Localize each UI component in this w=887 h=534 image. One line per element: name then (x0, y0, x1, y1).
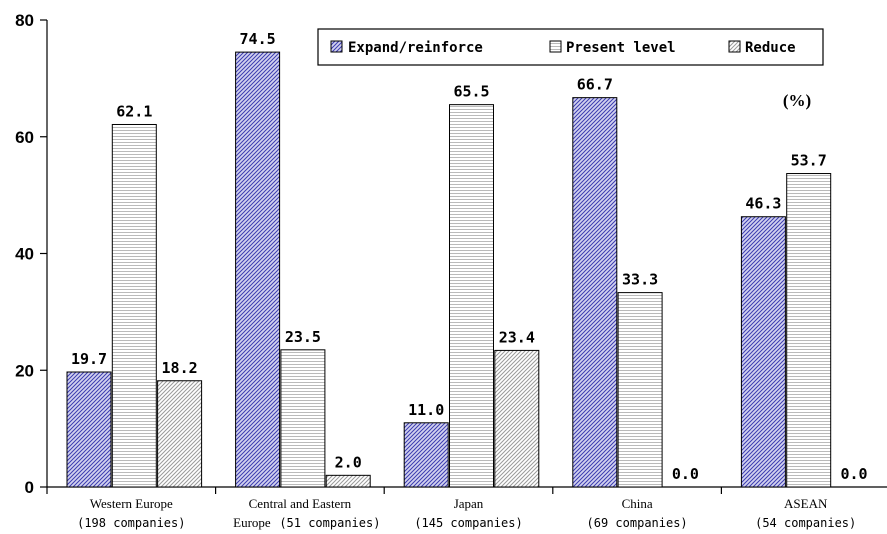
bar-expand (740, 216, 786, 488)
bar-present (617, 292, 663, 488)
data-label-expand: 74.5 (240, 30, 276, 48)
data-label-reduce: 23.4 (499, 328, 535, 346)
category-label: ASEAN (784, 496, 828, 511)
bar-present (111, 123, 157, 488)
category-sublabel: (69 companies) (587, 516, 688, 530)
legend-swatch-present (549, 40, 562, 53)
data-label-reduce: 0.0 (672, 465, 699, 483)
data-label-expand: 19.7 (71, 350, 107, 368)
category-sublabel: (198 companies) (77, 516, 185, 530)
legend-swatch-expand (330, 40, 343, 53)
bar-reduce (325, 474, 371, 488)
legend-label-present: Present level (566, 40, 676, 56)
bar-present (280, 349, 326, 488)
y-tick-label: 20 (15, 361, 34, 380)
data-label-expand: 11.0 (408, 401, 444, 419)
bar-reduce (494, 349, 540, 488)
value-labels: 19.7 74.5 11.0 66.7 46.3 62.1 23.5 65.5 33.3 53.7… (71, 30, 868, 483)
data-label-expand: 66.7 (577, 76, 613, 94)
bar-expand (572, 97, 618, 488)
y-tick-label: 80 (15, 11, 34, 30)
bar-expand (403, 422, 449, 488)
bar-present (449, 104, 494, 488)
data-label-reduce: 18.2 (162, 359, 198, 377)
category-sublabel: (54 companies) (755, 516, 856, 530)
data-label-expand: 46.3 (745, 195, 781, 213)
category-label: Central and Eastern (249, 496, 352, 511)
data-label-reduce: 0.0 (840, 465, 867, 483)
category-sublabel: (51 companies) (279, 516, 380, 530)
legend: Expand/reinforce Present level Reduce (317, 28, 824, 66)
bar-expand (235, 51, 281, 488)
unit-label: (%) (783, 91, 811, 110)
bars (66, 51, 832, 488)
legend-label-expand: Expand/reinforce (348, 40, 483, 56)
category-label: Western Europe (90, 496, 173, 511)
y-tick-label: 60 (15, 128, 34, 147)
data-label-present: 53.7 (791, 152, 827, 170)
legend-label-reduce: Reduce (745, 40, 796, 56)
x-axis-labels: Western Europe (198 companies) Central and… (77, 496, 856, 530)
category-label: Japan (454, 496, 484, 511)
bar-present (786, 173, 832, 488)
data-label-reduce: 2.0 (335, 453, 362, 471)
y-tick-label: 40 (15, 245, 34, 264)
y-tick-label: 0 (25, 478, 34, 497)
category-label: China (622, 496, 653, 511)
bar-expand (66, 371, 112, 488)
data-label-present: 62.1 (116, 102, 152, 120)
category-sublabel: (145 companies) (414, 516, 522, 530)
category-label-cont: Europe (233, 515, 271, 530)
data-label-present: 33.3 (622, 271, 658, 289)
data-label-present: 65.5 (453, 83, 489, 101)
data-label-present: 23.5 (285, 328, 321, 346)
legend-swatch-reduce (728, 40, 741, 53)
bar-reduce (157, 380, 203, 488)
